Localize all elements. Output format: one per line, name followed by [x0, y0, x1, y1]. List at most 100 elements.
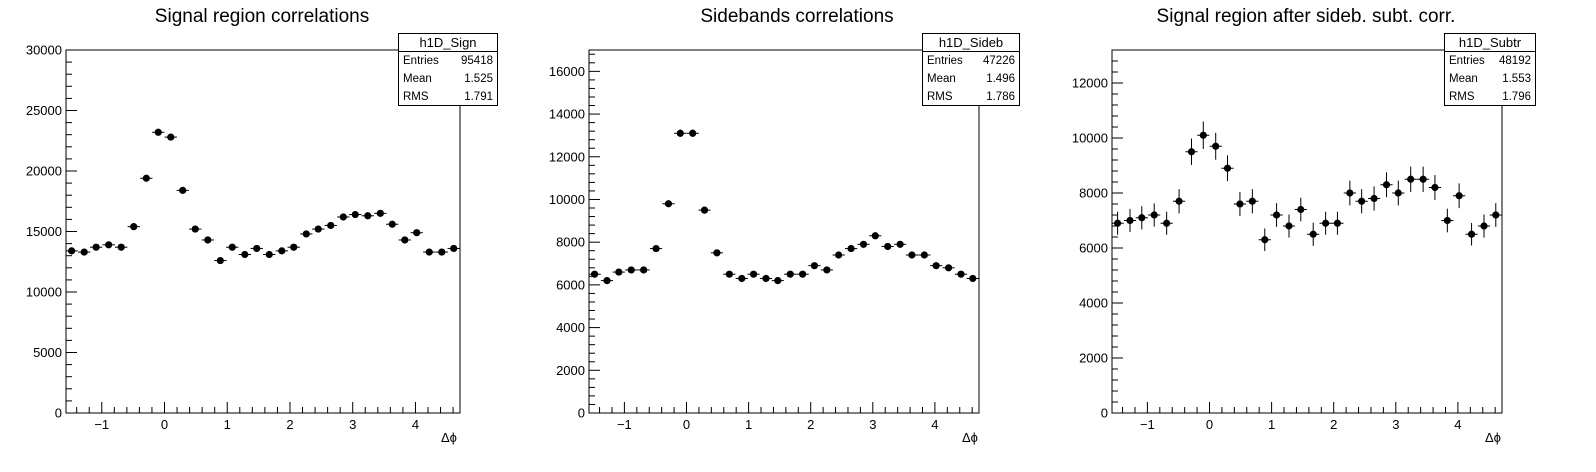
y-tick-label: 0	[1101, 406, 1108, 421]
stats-label: Mean	[403, 73, 432, 85]
marker	[944, 264, 953, 272]
marker	[725, 270, 733, 278]
marker	[1113, 219, 1122, 227]
chart-panel-sidebands: Sidebands correlations 0 2000 4000 6000 8000…	[532, 0, 1064, 472]
stats-label: Mean	[1449, 73, 1478, 85]
stats-value: 1.796	[1502, 91, 1531, 103]
y-tick-label: 8000	[556, 235, 585, 250]
plot-area: 0 2000 4000 6000 8000 10000 12000 −1 0 1 2 3 4	[1072, 49, 1503, 432]
data-point	[820, 266, 833, 274]
marker	[438, 248, 446, 256]
y-tick-label: 6000	[556, 277, 585, 292]
y-tick-label: 12000	[1072, 76, 1108, 91]
data-point	[1343, 180, 1356, 206]
data-point	[1453, 183, 1466, 209]
marker	[314, 225, 322, 233]
data-point	[930, 262, 943, 270]
data-point	[1465, 222, 1478, 246]
marker	[290, 243, 298, 251]
marker	[652, 244, 660, 253]
marker	[80, 248, 88, 256]
data-point	[65, 247, 78, 255]
y-tick-label: 4000	[1079, 296, 1108, 311]
marker	[1492, 211, 1500, 219]
marker	[92, 243, 100, 251]
stats-label: RMS	[403, 91, 429, 103]
marker	[920, 251, 928, 259]
y-tick-label: 12000	[549, 149, 585, 164]
x-tick-label: 0	[1206, 417, 1213, 432]
marker	[1358, 197, 1366, 205]
data-point	[918, 251, 931, 259]
marker	[713, 249, 721, 257]
data-point	[1233, 191, 1247, 217]
marker	[1248, 197, 1256, 205]
data-point	[966, 274, 979, 283]
data-point	[1319, 211, 1332, 235]
marker	[749, 270, 758, 278]
data-point	[662, 200, 675, 208]
y-tick-label: 0	[578, 406, 585, 421]
data-point	[263, 250, 276, 259]
marker	[1467, 230, 1476, 238]
marker	[1382, 181, 1391, 189]
chart-panel-subtracted: Signal region after sideb. subt. corr. 0…	[1064, 0, 1596, 472]
data-point	[189, 225, 202, 233]
data-point	[102, 241, 115, 249]
data-point	[1172, 189, 1186, 214]
marker	[413, 229, 421, 237]
data-point	[808, 262, 821, 270]
marker	[302, 230, 310, 238]
data-point	[361, 212, 374, 220]
data-point	[1282, 214, 1296, 238]
marker	[1455, 192, 1463, 200]
stats-row-rms: RMS 1.796	[1445, 88, 1535, 106]
data-point	[398, 236, 411, 244]
x-tick-label: 4	[412, 417, 419, 432]
data-point	[1148, 203, 1161, 227]
x-tick-label: 3	[349, 417, 356, 432]
y-tick-label: 5000	[33, 345, 62, 360]
stats-row-rms: RMS 1.791	[399, 88, 497, 106]
x-axis-label: Δϕ	[441, 430, 457, 445]
stats-row-entries: Entries 48192	[1445, 52, 1535, 70]
stats-value: 47226	[983, 55, 1015, 67]
data-point	[250, 244, 263, 253]
marker	[351, 210, 359, 219]
data-point	[1123, 208, 1137, 233]
data-point	[844, 244, 858, 253]
marker	[179, 186, 187, 194]
stats-row-mean: Mean 1.496	[923, 70, 1019, 88]
data-point	[349, 210, 362, 219]
data-point	[115, 243, 128, 251]
data-point	[894, 240, 907, 248]
marker	[774, 277, 782, 285]
marker	[700, 206, 709, 214]
marker	[640, 266, 648, 274]
marker	[835, 251, 843, 259]
y-tick-label: 16000	[549, 64, 585, 79]
data-point	[600, 277, 614, 285]
marker	[1322, 219, 1330, 227]
stats-value: 1.553	[1502, 73, 1531, 85]
data-point	[447, 244, 460, 253]
marker	[603, 277, 611, 285]
marker	[810, 262, 819, 270]
data-point	[1367, 186, 1381, 211]
data-point	[637, 266, 650, 274]
marker	[590, 270, 599, 278]
y-tick-label: 10000	[549, 192, 585, 207]
plot-frame	[588, 49, 980, 414]
stats-row-entries: Entries 47226	[923, 52, 1019, 70]
data-point	[796, 270, 809, 278]
stats-label: RMS	[1449, 91, 1475, 103]
marker	[762, 274, 770, 283]
y-tick-label: 2000	[1079, 351, 1108, 366]
plot-area: 0 2000 4000 6000 8000 10000 12000 14000 16000 −1 0…	[549, 49, 980, 432]
data-point	[1185, 138, 1198, 165]
data-point	[164, 133, 177, 141]
data-point	[1404, 166, 1417, 192]
data-point	[300, 230, 313, 238]
marker	[105, 241, 113, 249]
marker	[167, 133, 175, 141]
